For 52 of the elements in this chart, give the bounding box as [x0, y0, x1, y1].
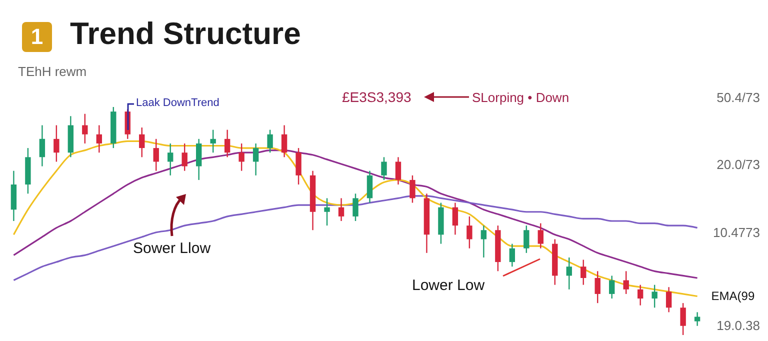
text: £E3S3,393 — [342, 89, 412, 105]
text: 1 — [22, 22, 52, 52]
annotation: Laak DownTrend — [136, 97, 220, 109]
candlestick — [594, 270, 600, 304]
candlestick — [652, 284, 658, 308]
series-label: EMA(99 — [711, 289, 755, 304]
candlestick — [182, 142, 188, 172]
candlestick — [96, 124, 102, 154]
candlestick — [338, 198, 344, 222]
text: 10.4773 — [713, 225, 760, 240]
candlestick — [452, 202, 458, 236]
annotation: Lower Low — [412, 277, 485, 294]
candlestick — [524, 224, 530, 254]
candlestick — [666, 286, 672, 313]
candlestick — [694, 312, 700, 326]
candlestick — [352, 193, 358, 222]
candlestick — [39, 124, 46, 167]
candlestick — [139, 126, 145, 158]
candlestick — [281, 124, 288, 158]
candlestick — [623, 270, 629, 295]
candlestick — [267, 129, 273, 154]
candlestick — [296, 147, 302, 186]
candlestick — [410, 174, 416, 204]
candlestick — [168, 142, 174, 176]
annotation: Sower Llow — [133, 240, 211, 257]
candlestick — [509, 243, 516, 268]
candlestick — [680, 302, 686, 335]
candlestick — [54, 124, 60, 162]
candlestick — [210, 129, 216, 154]
candlestick — [580, 259, 586, 286]
chart-subtitle: TEhH rewm — [18, 64, 87, 79]
candlestick — [82, 113, 88, 144]
candlestick — [637, 284, 644, 306]
candlestick — [196, 138, 202, 181]
candlestick — [153, 138, 159, 172]
text: 19.0.38 — [716, 318, 760, 333]
candlestick — [538, 222, 544, 249]
candlestick — [466, 216, 472, 249]
candlestick — [224, 129, 230, 158]
candlestick — [324, 198, 330, 226]
candlestick — [381, 156, 387, 181]
chart-title: Trend Structure — [70, 16, 301, 52]
text: 20.0/73 — [716, 157, 760, 172]
text: SLorping • Down — [472, 90, 570, 105]
candlestick — [480, 224, 487, 258]
candlestick — [395, 156, 402, 186]
text: 50.4/73 — [716, 90, 760, 105]
candlestick — [366, 170, 373, 204]
candlestick — [238, 142, 244, 172]
candlestick — [566, 256, 572, 290]
candlestick — [609, 275, 615, 300]
candlestick — [252, 142, 259, 176]
